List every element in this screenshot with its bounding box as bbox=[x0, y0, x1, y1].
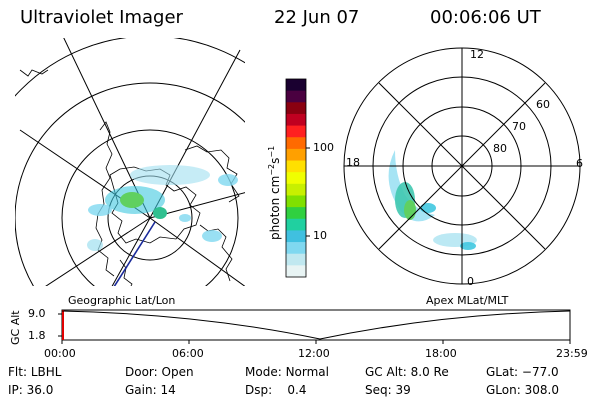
colorbar-segment bbox=[286, 218, 306, 231]
colorbar-tick-100: 100 bbox=[313, 141, 334, 154]
info-glon: GLon: 308.0 bbox=[486, 383, 559, 397]
meridian-line bbox=[149, 192, 245, 219]
apex-caption: Apex MLat/MLT bbox=[426, 294, 509, 307]
colorbar-segment bbox=[286, 242, 306, 255]
colorbar-segment bbox=[286, 172, 306, 185]
geographic-map bbox=[15, 38, 245, 286]
mlt-label-0: 0 bbox=[467, 275, 474, 288]
altitude-ymin: 1.8 bbox=[28, 329, 46, 342]
mlt-label-6: 6 bbox=[576, 157, 583, 170]
info-ip: IP: 36.0 bbox=[8, 383, 54, 397]
lat-circle bbox=[61, 129, 239, 286]
mlat-label-80: 80 bbox=[493, 142, 507, 155]
colorbar-segment bbox=[286, 207, 306, 220]
time-label: 00:06:06 UT bbox=[430, 7, 541, 28]
info-seq: Seq: 39 bbox=[365, 383, 411, 397]
mlt-line bbox=[378, 82, 546, 250]
lat-circle bbox=[15, 82, 245, 286]
colorbar-segment bbox=[286, 79, 306, 92]
info-door: Door: Open bbox=[125, 365, 194, 379]
colorbar-segment bbox=[286, 125, 306, 138]
meridian-line bbox=[45, 217, 151, 286]
date-label: 22 Jun 07 bbox=[274, 7, 360, 28]
terminator-line bbox=[113, 221, 156, 286]
meridian-line bbox=[149, 217, 245, 286]
altitude-xtick: 18:00 bbox=[425, 347, 457, 360]
colorbar-segment bbox=[286, 160, 306, 173]
coastline bbox=[19, 69, 49, 77]
mlt-label-12: 12 bbox=[470, 48, 484, 61]
altitude-xtick: 23:59 bbox=[556, 347, 588, 360]
colorbar-frame bbox=[285, 78, 307, 278]
altitude-xtick: 00:00 bbox=[44, 347, 76, 360]
colorbar-segment bbox=[286, 90, 306, 103]
mlat-label-60: 60 bbox=[536, 98, 550, 111]
colorbar-segment bbox=[286, 195, 306, 208]
altitude-xtick: 06:00 bbox=[172, 347, 204, 360]
colorbar bbox=[286, 79, 306, 278]
colorbar-unit-label: photon cm−2s−1 bbox=[267, 145, 282, 240]
colorbar-segment bbox=[286, 183, 306, 196]
meridian-line bbox=[149, 49, 241, 219]
altitude-plot bbox=[58, 309, 571, 344]
meridian-line bbox=[111, 217, 151, 286]
geographic-caption: Geographic Lat/Lon bbox=[68, 294, 176, 307]
colorbar-segment bbox=[286, 265, 306, 278]
aurora-emission-mag bbox=[388, 150, 477, 250]
mlt-label-18: 18 bbox=[346, 156, 360, 169]
coastline bbox=[184, 145, 240, 203]
colorbar-segment bbox=[286, 148, 306, 162]
info-gc-alt: GC Alt: 8.0 Re bbox=[365, 365, 449, 379]
lat-circle bbox=[15, 38, 245, 97]
mlat-label-70: 70 bbox=[512, 120, 526, 133]
colorbar-segment bbox=[286, 137, 306, 150]
colorbar-segment bbox=[286, 113, 306, 127]
info-dsp: Dsp: 0.4 bbox=[245, 383, 307, 397]
colorbar-segment bbox=[286, 230, 306, 243]
colorbar-tick-10: 10 bbox=[313, 229, 327, 242]
coastline bbox=[119, 259, 133, 286]
aurora-emission bbox=[87, 165, 238, 251]
altitude-xtick: 12:00 bbox=[298, 347, 330, 360]
colorbar-segment bbox=[286, 253, 306, 266]
altitude-curve bbox=[61, 310, 571, 340]
altitude-ymax: 9.0 bbox=[28, 307, 46, 320]
instrument-title: Ultraviolet Imager bbox=[20, 7, 183, 28]
colorbar-segment bbox=[286, 102, 306, 115]
info-gain: Gain: 14 bbox=[125, 383, 176, 397]
info-mode: Mode: Normal bbox=[245, 365, 329, 379]
altitude-ylabel: GC Alt bbox=[9, 310, 22, 345]
coastline bbox=[95, 121, 115, 277]
info-glat: GLat: −77.0 bbox=[486, 365, 559, 379]
magnetic-polar-plot bbox=[343, 47, 581, 285]
info-filter: Flt: LBHL bbox=[8, 365, 62, 379]
